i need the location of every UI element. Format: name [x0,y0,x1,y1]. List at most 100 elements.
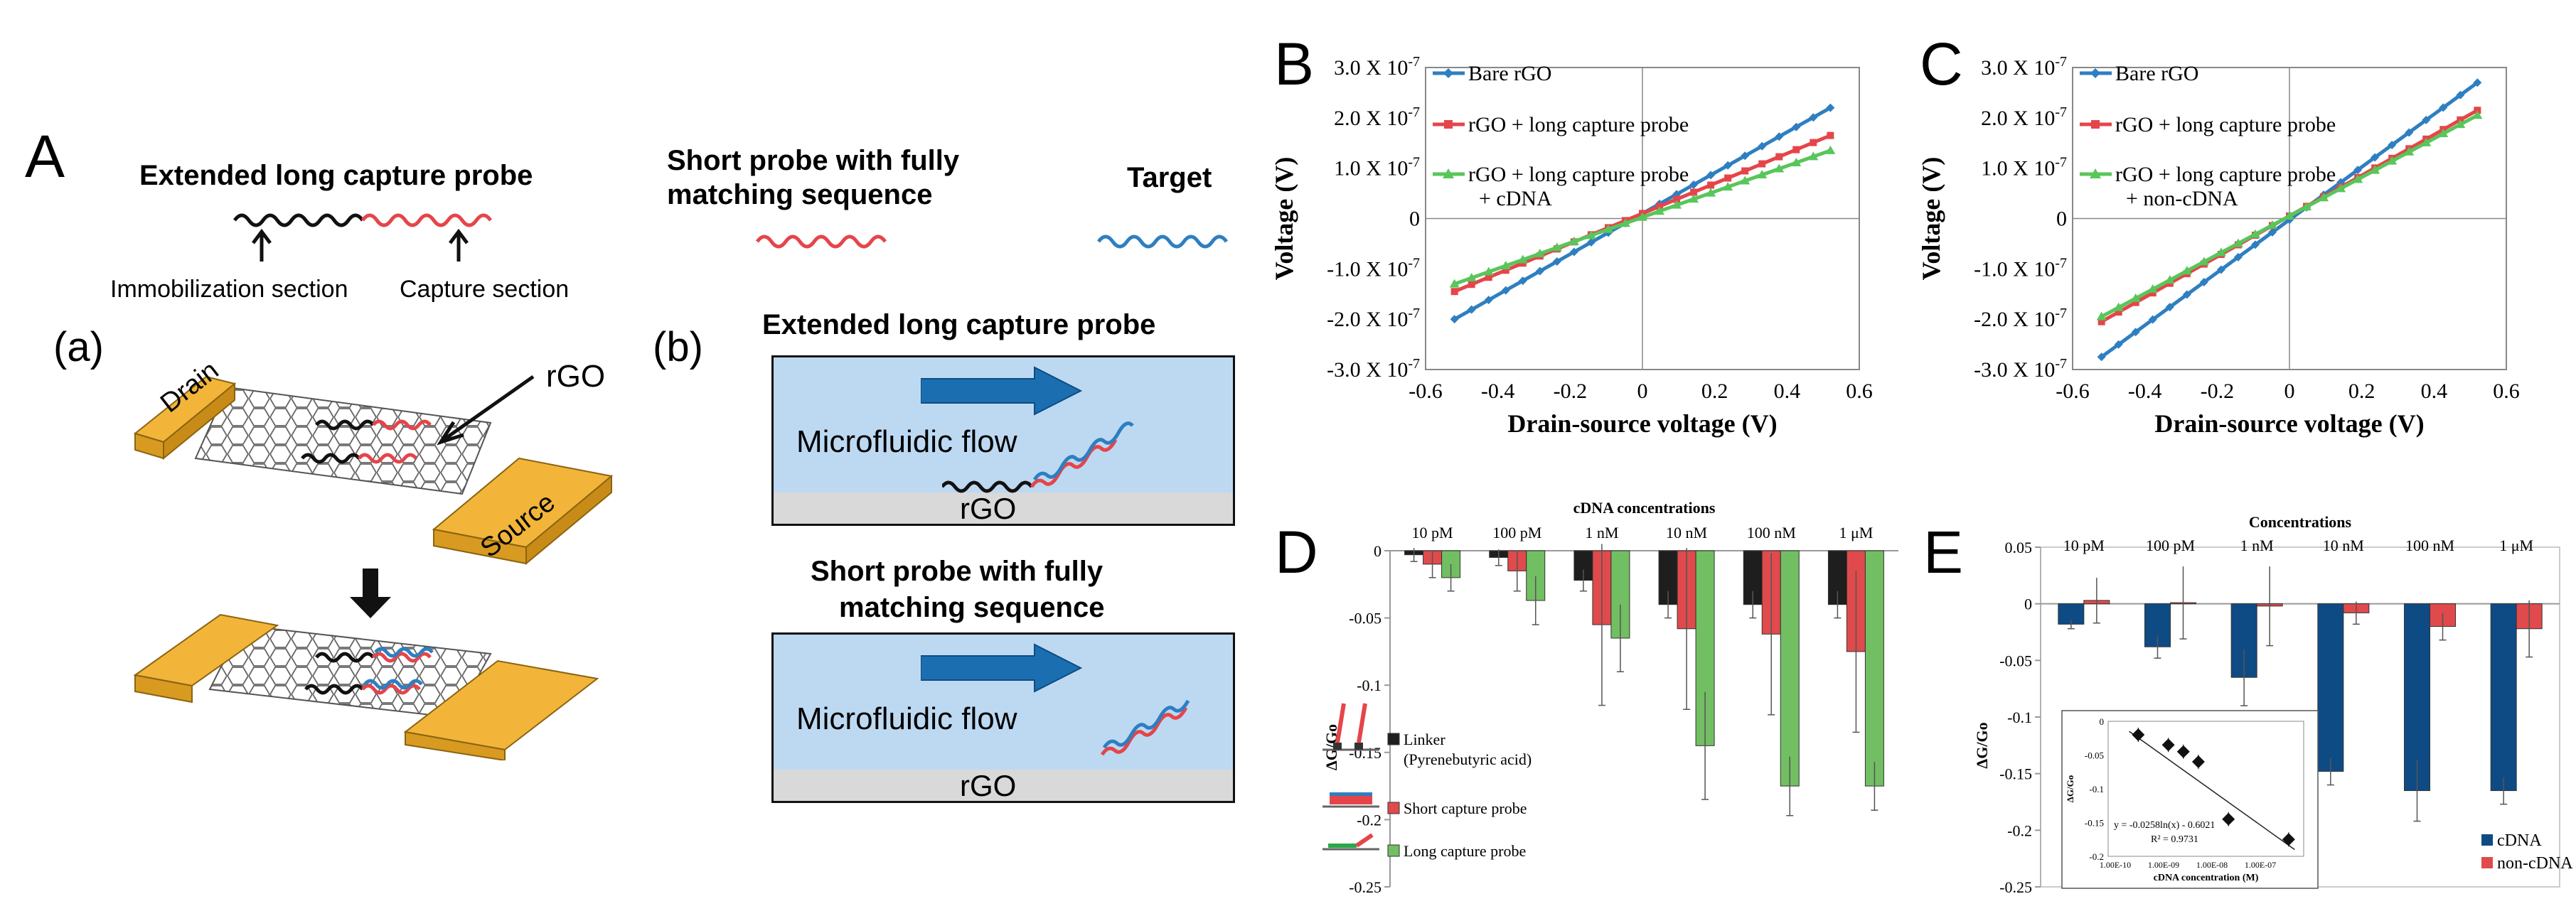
series-marker [1449,279,1460,288]
series-marker [1517,254,1528,264]
bar [2490,603,2517,792]
series-marker [2455,119,2466,129]
series-marker [1825,145,1836,154]
chart-d: 0 -0.05 -0.1 -0.15 -0.2 -0.25 cDNA concentrati… [1322,499,1898,896]
process-arrow [350,569,391,618]
series-marker [1689,180,1699,189]
legend-label: cDNA [2497,831,2542,850]
immobilization-arrow [252,228,272,262]
series-marker [2371,153,2380,162]
y-tick-label: 0 [2056,208,2067,231]
x-tick-label: -0.4 [1481,379,1515,403]
rgo-pointer-arrow [437,375,535,446]
y-tick-label: -1.0 X 10-7 [1327,255,1420,281]
rgo-substrate-1 [771,492,1235,526]
series-marker [2233,252,2243,262]
category-label: 10 pM [1412,524,1453,541]
series-marker [1706,171,1716,180]
rgo-substrate-2 [771,770,1235,803]
legend-label: (Pyrenebutyric acid) [1404,750,1532,768]
series-marker [1723,182,1733,191]
fet-device-diagram [133,375,614,760]
series-marker [1500,260,1511,269]
immobilization-label: Immobilization section [110,276,348,303]
y-tick-label: 1.0 X 10-7 [1981,155,2067,180]
category-label: 1 nM [1585,524,1618,541]
x-tick-label: 0.4 [2421,379,2448,403]
series-marker [1792,146,1800,153]
legend-marker [1443,68,1453,78]
y-tick-label: -0.1 [2007,708,2032,726]
category-label: 100 nM [1747,524,1796,541]
inset-point [2191,755,2205,768]
series-marker [1450,288,1458,296]
capture-strand [360,213,493,227]
y-tick-label: 3.0 X 10-7 [1981,54,2067,80]
legend-marker [2091,120,2100,129]
y-axis-title: ΔG/Go [1973,722,1991,768]
series-marker [1672,200,1682,209]
series-marker [2267,220,2277,229]
series-marker [2096,311,2107,320]
drain-electrode [133,375,237,460]
series-marker [1586,237,1596,247]
series-marker [2353,174,2363,183]
legend-label: rGO + long capture probe [1468,113,1689,136]
y-tick-label: -2.0 X 10-7 [1974,306,2067,331]
legend-label: Short capture probe [1404,799,1527,817]
series-marker [2216,265,2225,274]
y-tick-label: 0 [1409,208,1420,231]
series-marker [2336,183,2346,193]
series-marker [2472,110,2483,119]
series-marker [1723,161,1733,170]
series-marker [1673,195,1681,203]
series-marker [1468,281,1475,289]
series-marker [1774,163,1785,173]
x-tick-label: 0 [1637,379,1648,403]
series-marker [2115,308,2122,316]
y-tick-label: -0.05 [1349,610,1381,627]
inset-scatter: 0 -0.05 -0.1 -0.15 -0.21.00E-10 1.00E-09 1.00E… [2061,710,2319,889]
inset-point [2161,738,2175,752]
bar [1780,550,1800,787]
probe-title: Extended long capture probe [139,160,533,191]
series-marker [1655,206,1665,215]
series-marker [2387,156,2398,165]
immobilization-strand [233,213,365,227]
device-before [133,375,614,566]
legend-label: Long capture probe [1404,842,1526,860]
linker-icon [1322,703,1379,751]
legend-label: non-cDNA [2497,854,2573,873]
category-label: 1 nM [2240,537,2274,554]
x-tick-label: 0.2 [1701,379,1728,403]
series-marker [1534,248,1545,257]
device-after [133,613,599,760]
series-marker [1535,266,1544,276]
series-marker [2284,210,2294,220]
inset-x-tick: 1.00E-08 [2196,860,2228,870]
series-marker [1758,141,1767,151]
series-marker [1707,181,1715,189]
legend-marker [1444,120,1453,129]
inset-y-tick: -0.2 [2089,851,2104,862]
inset-frame [2061,710,2319,889]
short-probe-strand [755,235,887,249]
inset-y-title: ΔG/Go [2065,775,2075,803]
x-tick-label: -0.4 [2128,379,2162,403]
series-marker [2250,240,2260,249]
category-label: 100 nM [2405,537,2454,554]
series-marker [1809,113,1818,122]
flow-label-1: Microfluidic flow [796,424,1017,459]
series-marker [1450,315,1459,324]
series-marker [2421,137,2432,146]
category-label: 100 pM [1492,524,1541,541]
rgo-label: rGO [546,359,606,394]
series-marker [2250,229,2260,238]
series-marker [1467,305,1476,314]
inset-point [2176,745,2190,758]
y-tick-label: -0.05 [1999,652,2032,669]
sub-a-letter: (a) [53,324,104,370]
series-marker [1620,218,1630,227]
series-marker [2319,193,2329,202]
legend-swatch [1387,802,1400,814]
